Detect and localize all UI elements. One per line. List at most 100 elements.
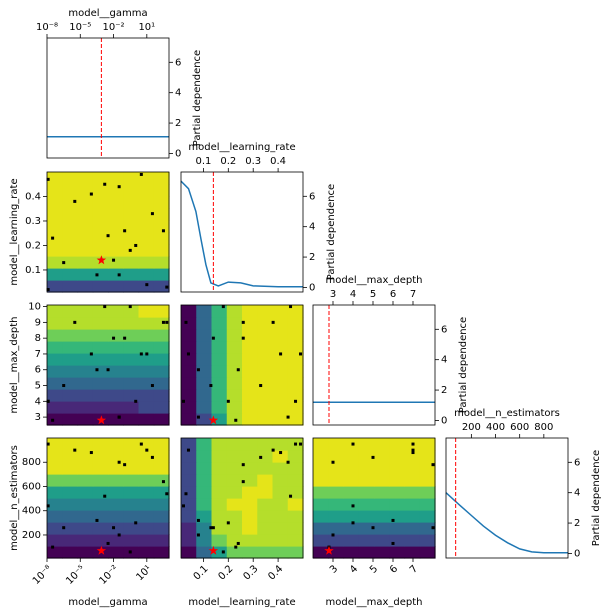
sample-point: [221, 305, 225, 309]
sample-point: [411, 448, 415, 452]
contour-cell: [287, 389, 304, 402]
contour-cell: [374, 438, 390, 451]
contour-cell: [181, 377, 197, 390]
contour-cell: [92, 317, 109, 330]
x-tick-label: 0.4: [266, 563, 285, 582]
contour-cell: [92, 305, 109, 318]
contour-cell: [108, 268, 124, 281]
sample-point: [209, 526, 213, 530]
contour-cell: [226, 486, 243, 499]
contour-cell: [328, 462, 345, 475]
contour-cell: [62, 462, 79, 475]
contour-cell: [138, 353, 155, 366]
contour-cell: [108, 389, 124, 402]
y-axis-label: model__n_estimators: [9, 445, 20, 551]
contour-cell: [108, 365, 124, 378]
contour-cell: [62, 413, 79, 426]
sample-point: [259, 384, 263, 388]
y-tick-label: 0.4: [25, 191, 41, 202]
sample-point: [139, 172, 143, 176]
contour-cell: [272, 510, 289, 523]
contour-cell: [419, 498, 436, 511]
contour-cell: [257, 510, 274, 523]
contour-cell: [108, 196, 124, 209]
axes-frame: [445, 437, 569, 559]
contour-cell: [257, 317, 274, 330]
sample-point: [150, 384, 154, 388]
x-tick-label: 0.1: [195, 156, 211, 167]
contour-cell: [77, 317, 94, 330]
sample-point: [241, 336, 245, 340]
contour-cell: [77, 534, 94, 547]
contour-cell: [138, 220, 155, 233]
contour-cell: [123, 365, 140, 378]
contour-cell: [62, 498, 79, 511]
contour-cell: [123, 413, 140, 426]
sample-point: [181, 399, 185, 403]
contour-cell: [181, 438, 197, 451]
contour-cell: [196, 438, 213, 451]
contour-cell: [257, 413, 274, 426]
contour-cell: [242, 413, 258, 426]
contour-cell: [226, 462, 243, 475]
sample-point: [299, 352, 303, 356]
contour-cell: [242, 401, 258, 414]
contour-cell: [272, 450, 289, 463]
sample-point: [106, 368, 110, 372]
contour-cell: [62, 329, 79, 342]
contour-cell: [358, 522, 375, 535]
contour-cell: [257, 450, 274, 463]
sample-point: [221, 550, 225, 554]
sample-point: [165, 492, 169, 496]
sample-point: [145, 352, 149, 356]
y-tick-label: 0: [309, 282, 315, 293]
contour-cell: [358, 498, 375, 511]
contour-cell: [374, 534, 390, 547]
sample-point: [351, 442, 355, 446]
contour-cell: [123, 510, 140, 523]
y-tick-label: 6: [309, 191, 315, 202]
contour-cell: [242, 341, 258, 354]
contour-cell: [181, 317, 197, 330]
contour-cell: [47, 268, 63, 281]
contour-cell: [374, 522, 390, 535]
x-tick-label: 10¹: [138, 22, 155, 33]
sample-point: [431, 463, 435, 467]
sample-point: [289, 305, 293, 309]
contour-cell: [358, 534, 375, 547]
contour-cell: [47, 474, 63, 487]
sample-point: [150, 455, 154, 459]
contour-cell: [62, 220, 79, 233]
contour-cell: [108, 534, 124, 547]
contour-cell: [108, 341, 124, 354]
contour-cell: [77, 498, 94, 511]
contour-cell: [328, 522, 345, 535]
contour-cell: [62, 305, 79, 318]
contour-cell: [77, 220, 94, 233]
contour-cell: [328, 450, 345, 463]
sample-point: [294, 399, 298, 403]
contour-cell: [358, 462, 375, 475]
contour-cell: [211, 341, 228, 354]
sample-point: [117, 185, 121, 189]
contour-cell: [242, 353, 258, 366]
contour-cell: [313, 474, 329, 487]
contour-cell: [123, 208, 140, 221]
x-axis-label: model__learning_rate: [188, 597, 295, 608]
contour-cell: [108, 546, 124, 559]
contour-cell: [62, 268, 79, 281]
sample-point: [211, 336, 215, 340]
contour-cell: [62, 208, 79, 221]
contour-cell: [389, 486, 406, 499]
contour-cell: [404, 474, 421, 487]
contour-cell: [138, 546, 155, 559]
contour-cell: [138, 329, 155, 342]
contour-cell: [77, 474, 94, 487]
contour-cell: [92, 365, 109, 378]
contour-cell: [92, 401, 109, 414]
contour-cell: [242, 305, 258, 318]
sample-point: [286, 460, 290, 464]
contour-cell: [92, 534, 109, 547]
sample-point: [351, 504, 355, 508]
contour-cell: [47, 534, 63, 547]
